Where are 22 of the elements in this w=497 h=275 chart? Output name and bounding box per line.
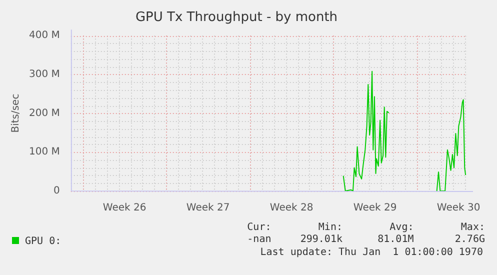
x-tick-label: Week 29 (353, 202, 397, 214)
text: 81.01M (376, 234, 414, 245)
x-tick-label: Week 27 (186, 202, 230, 214)
x-tick-label: Week 28 (270, 202, 314, 214)
text: Max: (460, 222, 485, 233)
text: Last update: Thu Jan 1 01:00:00 1970 (260, 247, 483, 258)
legend-label: GPU 0: (24, 236, 62, 247)
text: -nan (246, 234, 272, 245)
y-tick-label: 0 (54, 186, 60, 197)
text: Min: (317, 222, 342, 233)
y-tick-label: 100 M (28, 146, 60, 158)
x-tick-label: Week 30 (436, 202, 480, 214)
text: 299.01k (299, 234, 342, 245)
x-tick-label: Week 26 (102, 202, 146, 214)
y-tick-label: 200 M (28, 108, 60, 119)
y-tick-label: 300 M (28, 69, 60, 80)
y-tick-label: 400 M (28, 30, 60, 42)
chart-title: GPU Tx Throughput - by month (135, 10, 338, 26)
text: Cur: (246, 222, 272, 233)
text: 2.76G (454, 234, 485, 245)
y-axis-title: Bits/sec (10, 94, 22, 133)
text: Avg: (388, 222, 414, 233)
